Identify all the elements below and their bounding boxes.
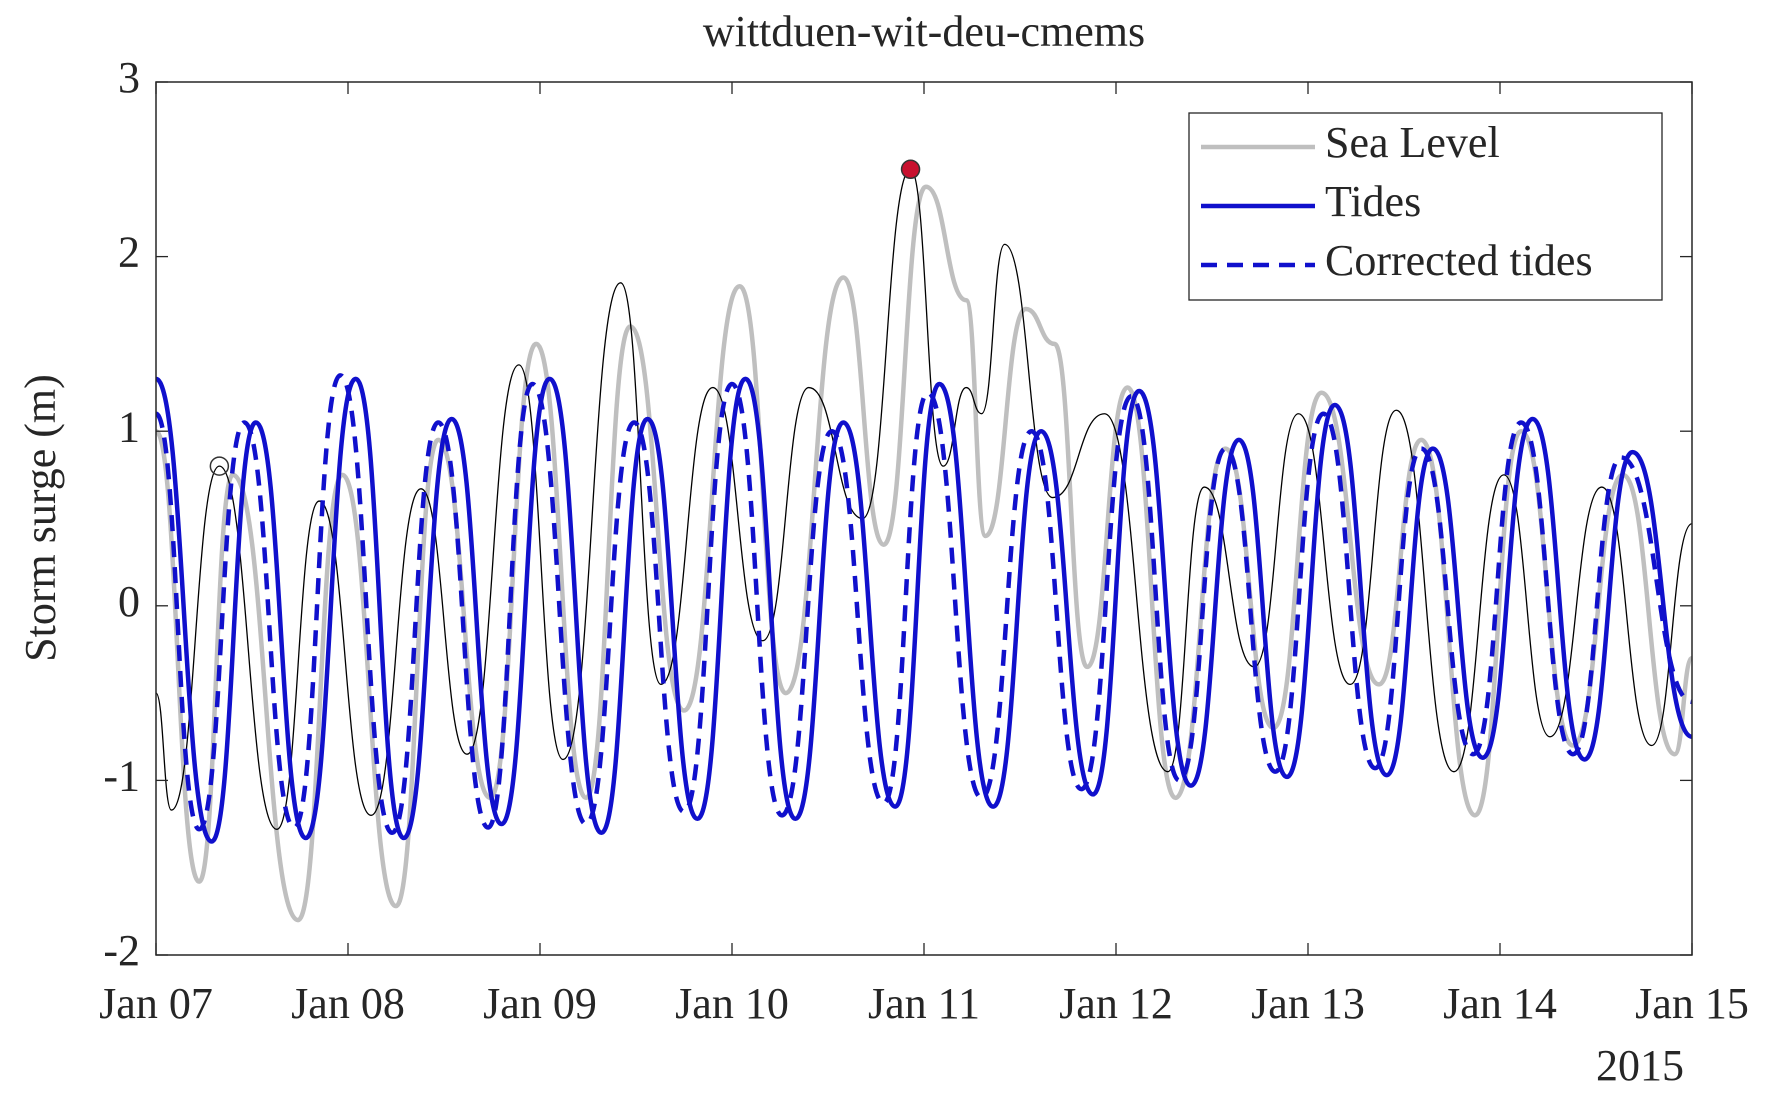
y-tick-label: -2 xyxy=(103,926,140,975)
x-tick-label: Jan 13 xyxy=(1251,979,1365,1028)
x-axis-year: 2015 xyxy=(1596,1041,1684,1090)
x-tick-label: Jan 08 xyxy=(291,979,405,1028)
y-tick-label: 1 xyxy=(118,402,140,451)
x-tick-label: Jan 15 xyxy=(1635,979,1749,1028)
legend-label: Sea Level xyxy=(1325,118,1500,167)
y-tick-label: -1 xyxy=(103,751,140,800)
x-tick-label: Jan 07 xyxy=(99,979,213,1028)
x-tick-label: Jan 14 xyxy=(1443,979,1557,1028)
y-tick-label: 2 xyxy=(118,228,140,277)
series-line xyxy=(156,376,1692,844)
x-tick-label: Jan 11 xyxy=(868,979,980,1028)
marker xyxy=(209,456,230,476)
series-line xyxy=(156,373,1692,836)
y-axis-label: Storm surge (m) xyxy=(16,374,65,662)
x-tick-label: Jan 12 xyxy=(1059,979,1173,1028)
legend-label: Tides xyxy=(1325,177,1421,226)
legend-label: Corrected tides xyxy=(1325,236,1593,285)
series-group xyxy=(156,159,1692,923)
y-tick-label: 3 xyxy=(118,53,140,102)
x-tick-label: Jan 09 xyxy=(483,979,597,1028)
series-line xyxy=(156,184,1692,923)
x-tick-label: Jan 10 xyxy=(675,979,789,1028)
marker xyxy=(900,159,921,180)
chart-title: wittduen-wit-deu-cmems xyxy=(703,7,1145,56)
y-tick-label: 0 xyxy=(118,577,140,626)
